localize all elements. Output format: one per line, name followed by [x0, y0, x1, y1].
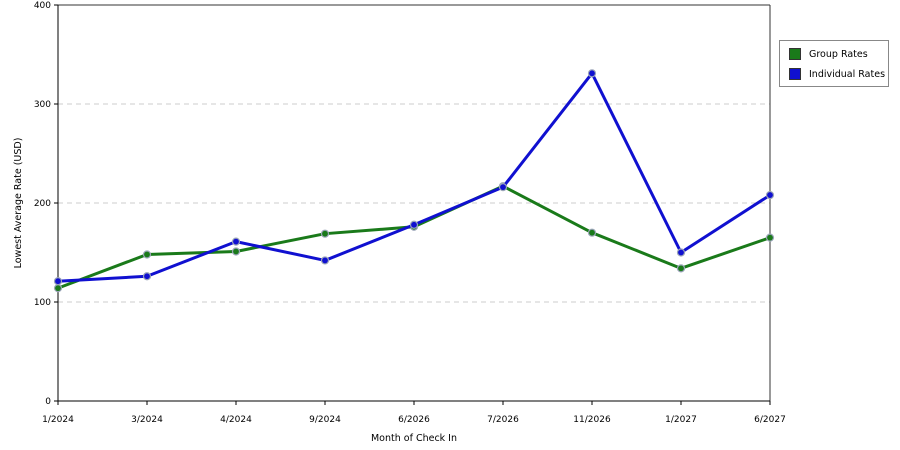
series-individual-rates	[53, 69, 775, 286]
x-tick-label: 6/2027	[754, 415, 786, 425]
legend: Group Rates Individual Rates	[779, 40, 889, 87]
data-point-group-rates	[231, 247, 241, 256]
data-point-individual-rates	[142, 272, 152, 281]
series-lines	[53, 69, 775, 293]
legend-swatch-individual-rates	[789, 68, 801, 80]
series-line-group-rates	[56, 184, 772, 290]
legend-swatch-group-rates	[789, 48, 801, 60]
data-point-individual-rates	[587, 69, 597, 78]
y-tick-label: 100	[34, 298, 51, 308]
data-point-individual-rates	[320, 256, 330, 265]
data-point-individual-rates	[231, 237, 241, 246]
x-tick-label: 6/2026	[398, 415, 430, 425]
legend-label-group-rates: Group Rates	[809, 48, 868, 60]
x-tick-label: 3/2024	[131, 415, 163, 425]
data-point-individual-rates	[765, 190, 775, 200]
data-point-group-rates	[587, 228, 597, 237]
legend-label-individual-rates: Individual Rates	[809, 68, 886, 80]
legend-item-group-rates: Group Rates	[789, 47, 868, 61]
y-tick-label: 200	[34, 199, 51, 209]
data-point-individual-rates	[676, 248, 686, 257]
series-group-rates	[53, 182, 775, 293]
y-tick-label: 400	[34, 1, 51, 11]
y-tick-labels: 0 100 200 300 400	[34, 1, 51, 407]
x-tick-label: 7/2026	[487, 415, 519, 425]
data-point-group-rates	[765, 233, 775, 242]
x-tick-label: 9/2024	[309, 415, 341, 425]
x-tick-labels: 1/2024 3/2024 4/2024 9/2024 6/2026 7/2026 11/2…	[42, 415, 786, 425]
x-tick-label: 1/2027	[665, 415, 697, 425]
data-point-group-rates	[320, 229, 330, 238]
x-tick-label: 11/2026	[573, 415, 611, 425]
data-point-group-rates	[142, 250, 152, 259]
y-tick-label: 300	[34, 100, 51, 110]
legend-item-individual-rates: Individual Rates	[789, 67, 885, 81]
data-point-group-rates	[53, 284, 63, 293]
x-tick-label: 1/2024	[42, 415, 74, 425]
data-point-group-rates	[676, 264, 686, 273]
data-point-individual-rates	[498, 183, 508, 192]
data-point-individual-rates	[409, 220, 419, 229]
x-tick-label: 4/2024	[220, 415, 252, 425]
x-axis-title: Month of Check In	[371, 433, 457, 444]
gridlines	[58, 103, 770, 303]
y-tick-label: 0	[45, 397, 51, 407]
axes	[54, 4, 771, 405]
y-axis-title: Lowest Average Rate (USD)	[13, 138, 24, 269]
data-point-individual-rates	[53, 277, 63, 286]
